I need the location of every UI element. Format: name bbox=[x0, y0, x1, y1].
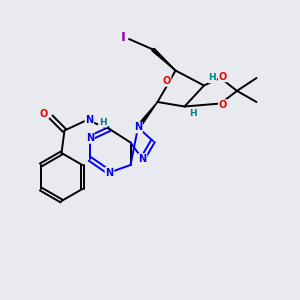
Text: H: H bbox=[189, 110, 197, 118]
Text: H: H bbox=[208, 74, 216, 82]
Text: O: O bbox=[219, 71, 227, 82]
Text: N: N bbox=[138, 154, 147, 164]
Text: O: O bbox=[219, 100, 227, 110]
Text: N: N bbox=[134, 122, 142, 133]
Text: O: O bbox=[39, 109, 48, 119]
Text: N: N bbox=[85, 115, 94, 125]
Text: O: O bbox=[162, 76, 171, 86]
Polygon shape bbox=[152, 48, 176, 70]
Text: H: H bbox=[99, 118, 106, 127]
Text: I: I bbox=[121, 31, 125, 44]
Text: N: N bbox=[86, 133, 94, 143]
Text: N: N bbox=[105, 167, 114, 178]
Polygon shape bbox=[136, 102, 158, 129]
